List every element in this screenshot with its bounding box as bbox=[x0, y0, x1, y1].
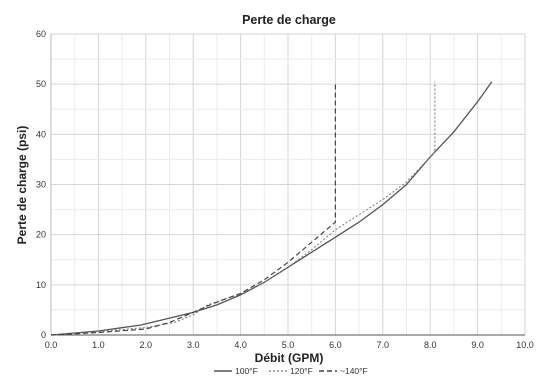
x-tick-label: 6.0 bbox=[329, 340, 342, 350]
x-tick-label: 4.0 bbox=[234, 340, 247, 350]
x-tick-label: 7.0 bbox=[377, 340, 390, 350]
x-tick-label: 10.0 bbox=[516, 340, 534, 350]
series-line bbox=[50, 81, 436, 336]
x-tick-label: 2.0 bbox=[140, 340, 153, 350]
y-tick-label: 50 bbox=[36, 79, 46, 89]
series-line bbox=[50, 81, 336, 336]
y-tick-label: 0 bbox=[41, 330, 46, 340]
y-tick-label: 40 bbox=[36, 129, 46, 139]
x-tick-labels: 0.0 1.0 2.0 3.0 4.0 5.0 6.0 7.0 8.0 9.0 10.0 bbox=[45, 340, 534, 350]
x-axis-label: Débit (GPM) bbox=[255, 351, 324, 365]
y-axis-label: Perte de charge (psi) bbox=[15, 126, 29, 245]
x-tick-label: 3.0 bbox=[187, 340, 200, 350]
gridlines bbox=[50, 33, 526, 336]
y-tick-label: 30 bbox=[36, 180, 46, 190]
series-line bbox=[50, 81, 493, 336]
legend: 100°F 120°F ~140°F bbox=[214, 366, 368, 376]
series-lines bbox=[50, 81, 493, 336]
x-tick-label: 8.0 bbox=[424, 340, 437, 350]
x-tick-label: 0.0 bbox=[45, 340, 58, 350]
x-tick-label: 5.0 bbox=[282, 340, 295, 350]
legend-label: 100°F bbox=[235, 366, 258, 376]
y-tick-label: 20 bbox=[36, 230, 46, 240]
chart-title: Perte de charge bbox=[242, 13, 336, 27]
x-tick-label: 9.0 bbox=[471, 340, 484, 350]
legend-label: ~140°F bbox=[340, 366, 368, 376]
y-tick-labels: 0 10 20 30 40 50 60 bbox=[36, 29, 46, 340]
legend-label: 120°F bbox=[290, 366, 313, 376]
y-tick-label: 10 bbox=[36, 280, 46, 290]
x-tick-label: 1.0 bbox=[92, 340, 105, 350]
y-tick-label: 60 bbox=[36, 29, 46, 39]
